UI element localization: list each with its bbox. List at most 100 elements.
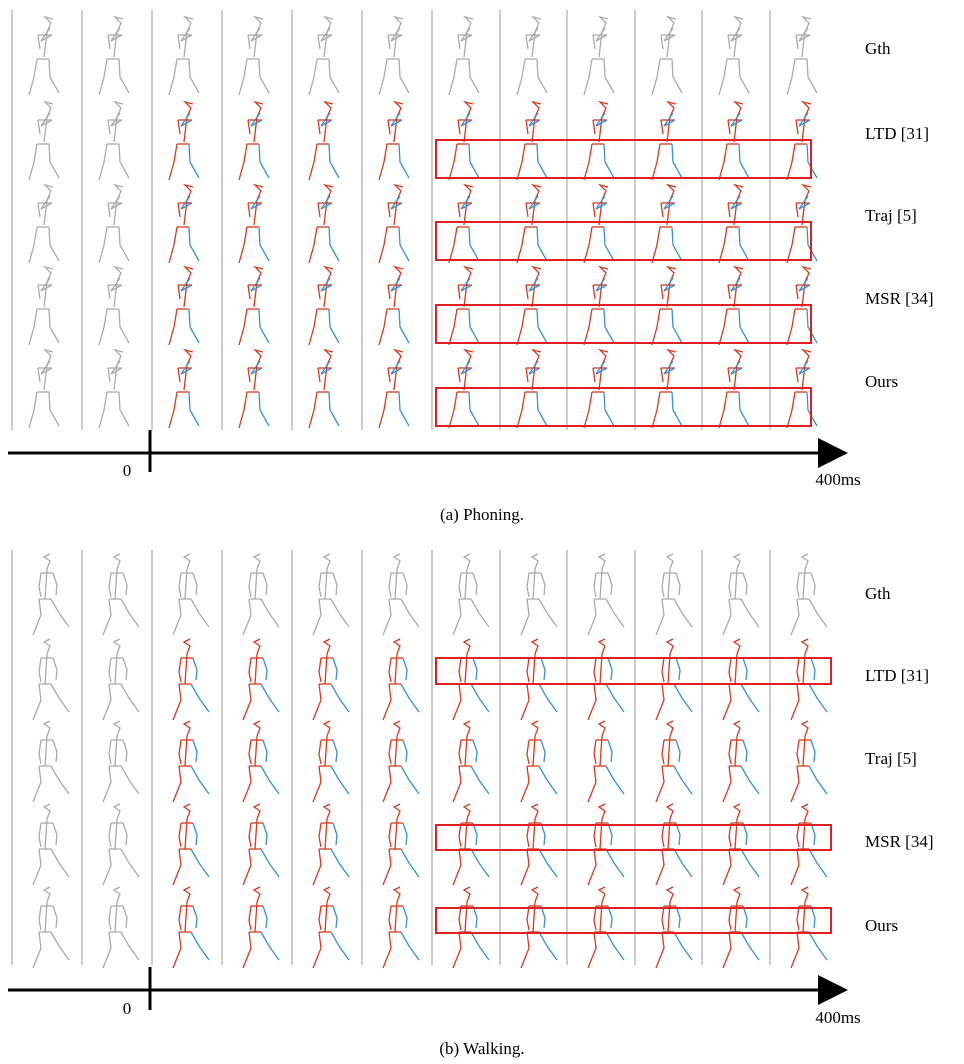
bone [324, 887, 330, 902]
skeleton [239, 17, 269, 95]
bone [329, 309, 339, 343]
skeleton [656, 554, 692, 635]
skeleton [309, 17, 339, 95]
bone [532, 721, 538, 736]
bone [599, 554, 605, 569]
bone [802, 887, 808, 902]
bone [599, 887, 605, 902]
bone [537, 392, 547, 426]
row-label: Traj [5] [865, 749, 917, 768]
bone [53, 740, 57, 762]
bone [383, 684, 391, 720]
bone [379, 59, 387, 95]
bone [184, 721, 190, 736]
bone [38, 120, 40, 134]
bone [517, 309, 525, 345]
bone [464, 804, 470, 819]
highlight-box [436, 140, 811, 178]
highlight-box [436, 658, 831, 684]
bone [723, 766, 731, 802]
skeleton [29, 350, 59, 428]
bone [49, 59, 59, 93]
bone [672, 392, 682, 426]
bone [471, 684, 489, 712]
bone [604, 309, 614, 343]
bone [318, 368, 320, 382]
bone [29, 227, 37, 263]
bone [193, 573, 197, 595]
skeleton [656, 721, 692, 802]
skeleton [379, 267, 409, 345]
skeleton [103, 639, 139, 720]
bone [261, 766, 279, 794]
skeleton [588, 721, 624, 802]
bone [811, 658, 815, 680]
bone [584, 227, 592, 263]
bone [521, 932, 529, 968]
bone [169, 59, 177, 95]
bone [809, 684, 827, 712]
bone [652, 59, 660, 95]
bone [108, 35, 110, 49]
skeleton [521, 804, 557, 885]
bone [243, 849, 251, 885]
bone [667, 721, 673, 736]
bone [333, 658, 337, 680]
skeleton [99, 102, 129, 180]
skeleton [29, 102, 59, 180]
skeleton [309, 102, 339, 180]
skeleton [29, 17, 59, 95]
bone [383, 766, 391, 802]
bone [99, 392, 107, 428]
bone [399, 392, 409, 426]
bone [29, 144, 37, 180]
bone [401, 766, 419, 794]
bone [728, 203, 730, 217]
bone [401, 684, 419, 712]
bone [189, 59, 199, 93]
row-label: LTD [31] [865, 666, 929, 685]
bone [526, 35, 528, 49]
bone [674, 849, 692, 877]
skeleton [723, 721, 759, 802]
bone [119, 392, 129, 426]
bone [787, 309, 795, 345]
skeleton [29, 267, 59, 345]
bone [532, 554, 538, 569]
bone [719, 309, 727, 345]
bone [471, 932, 489, 960]
bone [329, 392, 339, 426]
bone [593, 285, 595, 299]
bone [676, 573, 680, 595]
bone [123, 658, 127, 680]
bone [324, 804, 330, 819]
bone [263, 740, 267, 762]
bone [184, 554, 190, 569]
bone [329, 144, 339, 178]
bone [318, 120, 320, 134]
bone [593, 35, 595, 49]
bone [656, 599, 664, 635]
bone [383, 849, 391, 885]
skeleton [652, 17, 682, 95]
bone [178, 285, 180, 299]
bone [121, 849, 139, 877]
bone [459, 906, 461, 930]
bone [313, 684, 321, 720]
bone [449, 309, 457, 345]
bone [38, 203, 40, 217]
bone [667, 554, 673, 569]
bone [249, 658, 251, 682]
bone [38, 285, 40, 299]
bone [741, 849, 759, 877]
bone [729, 906, 731, 930]
skeleton [588, 804, 624, 885]
bone [394, 721, 400, 736]
bone [179, 823, 181, 847]
bone [261, 849, 279, 877]
bone [734, 554, 740, 569]
skeleton [243, 887, 279, 968]
bone [379, 144, 387, 180]
bone [661, 35, 663, 49]
row-label: MSR [34] [865, 289, 933, 308]
